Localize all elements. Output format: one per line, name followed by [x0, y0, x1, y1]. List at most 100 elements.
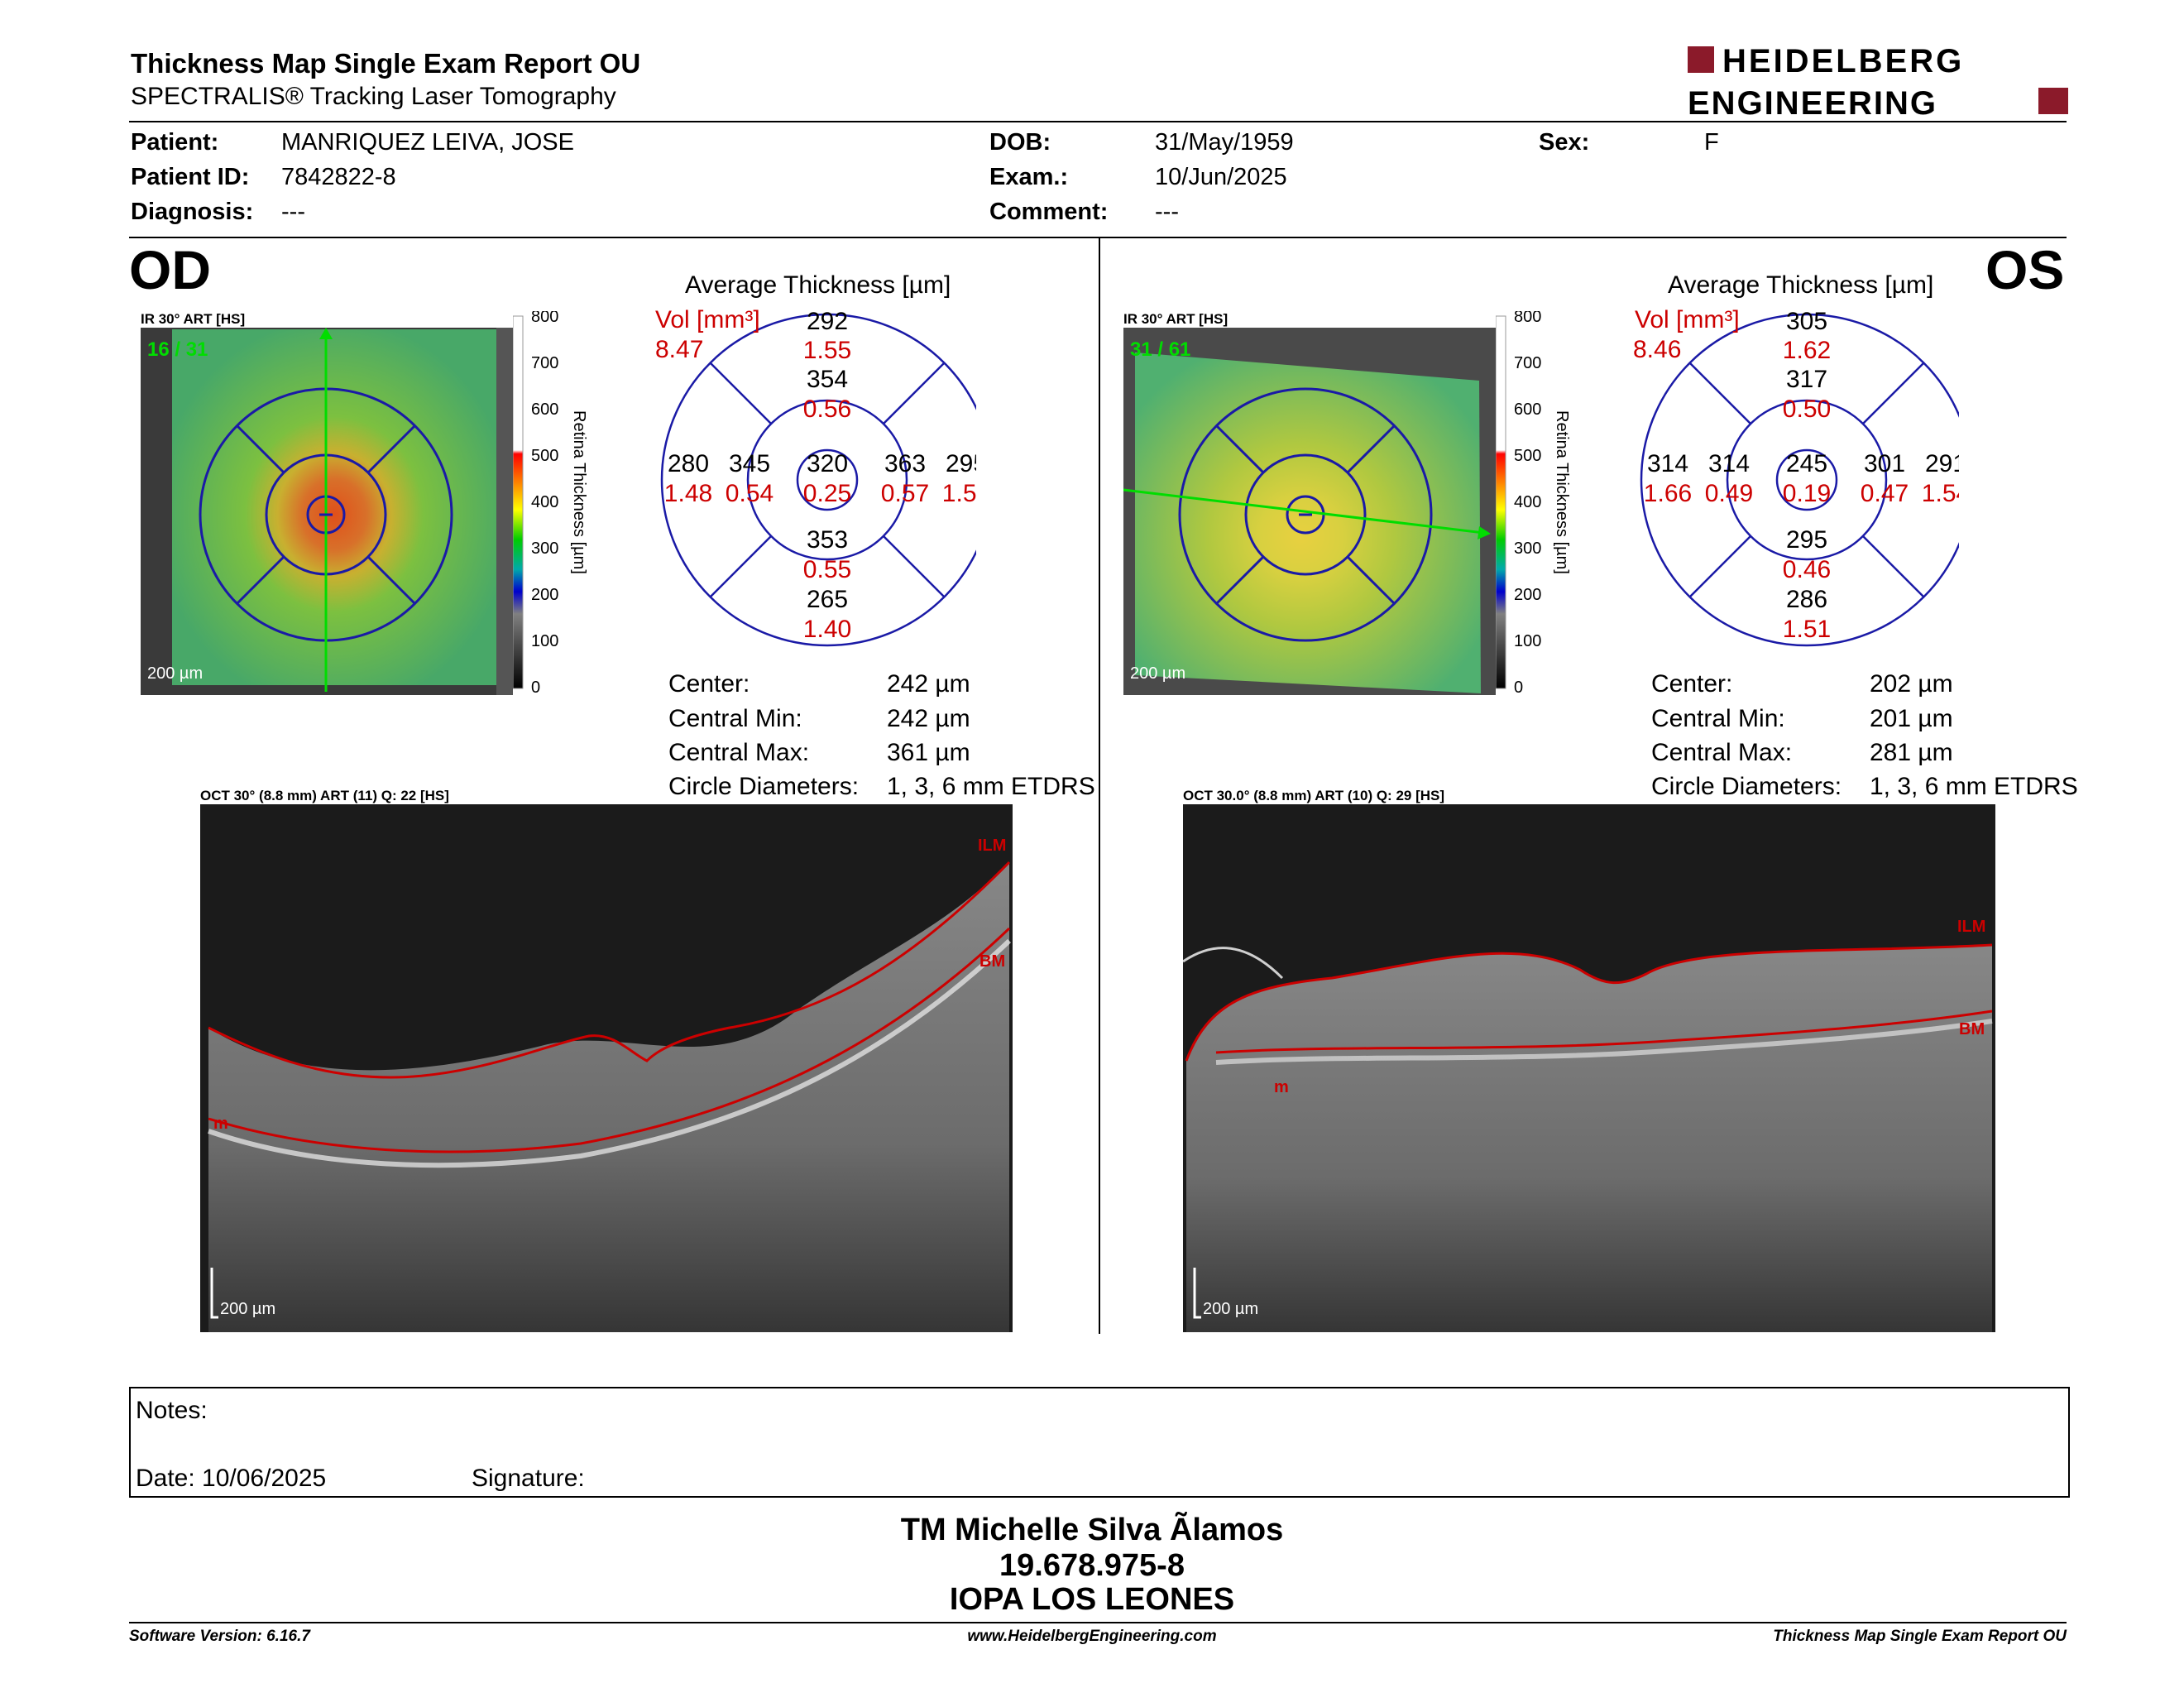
notes-label: Notes: [136, 1397, 208, 1424]
od-etdrs-grid: Vol [mm³] 8.47 292 1.55 354 0.56 280 1.4… [655, 306, 976, 647]
os-outer-nas-vol: 1.54 [1922, 480, 1959, 507]
od-colorbar: 800 700 600 500 400 300 200 100 0 Retina… [513, 311, 588, 697]
od-max-value: 361 µm [887, 739, 970, 766]
os-diam-value: 1, 3, 6 mm ETDRS [1870, 773, 2078, 800]
os-etdrs-grid: Vol [mm³] 8.46 305 1.62 317 0.50 314 1.6… [1633, 306, 1959, 647]
od-avg-title: Average Thickness [µm] [685, 271, 951, 299]
os-colorbar: 800 700 600 500 400 300 200 100 0 Retina… [1496, 311, 1571, 697]
exam-date: 10/Jun/2025 [1155, 164, 1287, 190]
os-oct-label: OCT 30.0° (8.8 mm) ART (10) Q: 29 [HS] [1183, 788, 1445, 803]
os-ilm-label: ILM [1957, 918, 1985, 936]
os-eye-label: OS [1985, 239, 2065, 300]
os-max-label: Central Max: [1651, 739, 1793, 766]
os-max-value: 281 µm [1870, 739, 1953, 766]
od-center: 320 [807, 450, 848, 477]
os-inner-sup: 317 [1786, 366, 1827, 393]
notes-box: Notes: Date: 10/06/2025 Signature: [129, 1387, 2070, 1498]
os-inner-inf-vol: 0.46 [1783, 556, 1831, 583]
od-outer-inf: 265 [807, 586, 848, 613]
os-cbar-tick-700: 700 [1514, 354, 1541, 372]
od-outer-sup-vol: 1.55 [803, 337, 851, 364]
signer-rut: 19.678.975-8 [999, 1548, 1185, 1583]
os-center-vol: 0.19 [1783, 480, 1831, 507]
os-scale: 200 µm [1130, 664, 1185, 683]
os-outer-inf: 286 [1786, 586, 1827, 613]
os-outer-sup-vol: 1.62 [1783, 337, 1831, 364]
od-vol: 8.47 [655, 336, 703, 363]
od-max-label: Central Max: [668, 739, 810, 766]
os-cbar-tick-400: 400 [1514, 493, 1541, 511]
software-version: Software Version: 6.16.7 [129, 1628, 310, 1645]
website-link[interactable]: www.HeidelbergEngineering.com [967, 1628, 1217, 1645]
od-outer-inf-vol: 1.40 [803, 616, 851, 643]
os-inner-nas-vol: 0.47 [1861, 480, 1909, 507]
sex-label: Sex: [1539, 129, 1590, 156]
patient-id-label: Patient ID: [131, 164, 250, 190]
os-ir-label: IR 30° ART [HS] [1123, 311, 1228, 327]
patient-id: 7842822-8 [281, 164, 396, 190]
od-ilm-label: ILM [978, 837, 1006, 855]
od-frames: 16 / 31 [147, 338, 208, 361]
os-cbar-tick-200: 200 [1514, 586, 1541, 604]
os-min-label: Central Min: [1651, 705, 1785, 732]
od-inner-sup: 354 [807, 366, 848, 393]
os-min-value: 201 µm [1870, 705, 1953, 732]
eye-divider [1099, 238, 1100, 1334]
os-cbar-tick-800: 800 [1514, 311, 1541, 326]
os-outer-temp-vol: 1.66 [1644, 480, 1692, 507]
os-inner-sup-vol: 0.50 [1783, 396, 1831, 423]
os-frames: 31 / 61 [1130, 338, 1190, 361]
od-outer-sup: 292 [807, 308, 848, 335]
os-bm-label: BM [1959, 1020, 1985, 1038]
logo-line1: HEIDELBERG [1722, 45, 1964, 79]
os-m-label: m [1274, 1078, 1289, 1096]
od-inner-temp-vol: 0.54 [726, 480, 774, 507]
os-outer-nas: 291 [1925, 450, 1959, 477]
od-cbar-tick-0: 0 [531, 679, 540, 697]
comment: --- [1155, 199, 1179, 225]
os-cbar-tick-0: 0 [1514, 679, 1523, 697]
od-center-vol: 0.25 [803, 480, 851, 507]
os-cbar-tick-600: 600 [1514, 400, 1541, 419]
signer-org: IOPA LOS LEONES [949, 1582, 1235, 1617]
os-inner-temp: 314 [1708, 450, 1750, 477]
logo-line2: ENGINEERING [1688, 85, 1937, 117]
sex: F [1704, 129, 1719, 156]
os-avg-title: Average Thickness [µm] [1668, 271, 1934, 299]
os-cbar-title: Retina Thickness [µm] [1553, 410, 1571, 574]
comment-label: Comment: [989, 199, 1109, 225]
os-vol-label: Vol [mm³] [1635, 306, 1740, 333]
od-inner-temp: 345 [729, 450, 770, 477]
od-min-label: Central Min: [668, 705, 802, 732]
od-cbar-title: Retina Thickness [µm] [570, 410, 588, 574]
od-diam-value: 1, 3, 6 mm ETDRS [887, 773, 1095, 800]
signer-name: TM Michelle Silva Ãlamos [900, 1513, 1284, 1547]
od-inner-sup-vol: 0.56 [803, 396, 851, 423]
os-center: 245 [1786, 450, 1827, 477]
od-ir-label: IR 30° ART [HS] [141, 311, 246, 327]
od-outer-temp-vol: 1.48 [664, 480, 712, 507]
os-center-label: Center: [1651, 670, 1733, 698]
footer-report-name: Thickness Map Single Exam Report OU [1773, 1628, 2067, 1645]
od-cbar-tick-700: 700 [531, 354, 558, 372]
os-cbar-tick-500: 500 [1514, 447, 1541, 465]
od-min-value: 242 µm [887, 705, 970, 732]
od-cbar-tick-300: 300 [531, 539, 558, 558]
notes-date: Date: 10/06/2025 [136, 1465, 327, 1492]
dob: 31/May/1959 [1155, 129, 1294, 156]
os-fundus-map: 200 µm 31 / 61 [1123, 328, 1496, 695]
od-inner-inf: 353 [807, 526, 848, 554]
exam-label: Exam.: [989, 164, 1069, 190]
patient-label: Patient: [131, 129, 219, 156]
od-scale: 200 µm [147, 664, 203, 683]
od-cbar-tick-500: 500 [531, 447, 558, 465]
os-cbar-tick-300: 300 [1514, 539, 1541, 558]
os-oct-scale: 200 µm [1203, 1300, 1258, 1318]
od-m-label: m [213, 1115, 228, 1133]
od-inner-nas: 363 [884, 450, 926, 477]
os-inner-temp-vol: 0.49 [1705, 480, 1753, 507]
patient-name: MANRIQUEZ LEIVA, JOSE [281, 129, 574, 156]
dob-label: DOB: [989, 129, 1051, 156]
od-inner-inf-vol: 0.55 [803, 556, 851, 583]
od-cbar-tick-100: 100 [531, 632, 558, 650]
